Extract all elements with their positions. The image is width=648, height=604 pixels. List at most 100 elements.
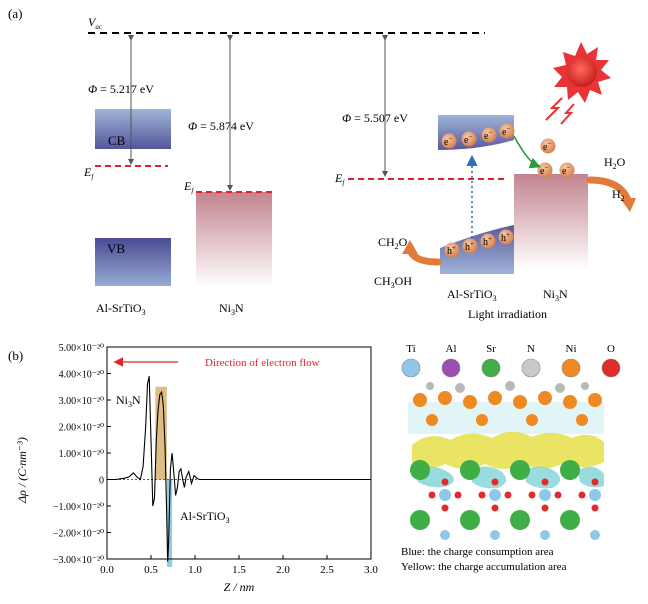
panel-a-label: (a) <box>8 6 22 21</box>
electron-1 <box>441 133 457 149</box>
x-tick-label-3: 1.5 <box>232 564 246 576</box>
atom-legend-label-2: Sr <box>486 343 496 355</box>
x-axis-label: Z / nm <box>224 580 255 594</box>
srtio-chart-label: Al-SrTiO3 <box>180 509 230 525</box>
highlight-band-0 <box>155 386 167 480</box>
electron-5 <box>540 138 556 154</box>
accumulation-area <box>412 431 604 469</box>
panel-b: (b) 5.00×10⁻²⁰ 4.00×10⁻²⁰ 3.00×10⁻²⁰ 2.00×1… <box>8 343 621 594</box>
svg-text:h+: h+ <box>501 231 510 244</box>
atom-legend-label-0: Ti <box>406 343 415 355</box>
panel-b-label: (b) <box>8 348 23 363</box>
y-tick-label-8: −3.00×10⁻²⁰ <box>53 555 104 566</box>
panel-a: (a) Vac CB VB Ef Φ = 5.217 eV Al-SrTiO3 … <box>8 6 636 321</box>
chart: 5.00×10⁻²⁰ 4.00×10⁻²⁰ 3.00×10⁻²⁰ 2.00×10⁻²⁰… <box>15 343 378 594</box>
vb-band-srtio <box>95 238 171 286</box>
x-tick-label-1: 0.5 <box>144 564 158 576</box>
x-tick-label-6: 3.0 <box>364 564 378 576</box>
vb-band-junction <box>440 225 514 274</box>
cb-band-junction <box>438 115 514 150</box>
svg-text:e−: e− <box>562 164 570 177</box>
ni3n-label-1: Ni3N <box>219 301 244 317</box>
svg-text:e−: e− <box>540 164 548 177</box>
electron-transfer-arrow <box>513 135 541 169</box>
cb-band-srtio <box>95 109 171 149</box>
y-tick-label-4: 1.00×10⁻²⁰ <box>59 449 104 460</box>
h2o-h2-arrow <box>586 176 632 204</box>
h2-label: H2 <box>612 187 625 203</box>
svg-text:h+: h+ <box>447 244 456 257</box>
electron-3 <box>481 127 497 143</box>
phi1-label: Φ = 5.217 eV <box>88 82 154 96</box>
hole-3 <box>480 233 496 249</box>
atom-legend-label-3: N <box>527 343 535 355</box>
srtio-lattice <box>410 460 601 540</box>
atom-legend-label-4: Ni <box>566 343 577 355</box>
ni3n-layer <box>413 381 602 426</box>
ni3n-label-2: Ni3N <box>543 287 568 303</box>
x-tick-label-2: 1.0 <box>188 564 202 576</box>
y-tick-label-3: 2.00×10⁻²⁰ <box>59 423 104 434</box>
atom-legend-swatch-4 <box>561 358 581 378</box>
svg-text:e−: e− <box>543 140 551 153</box>
x-tick-label-5: 2.5 <box>320 564 334 576</box>
hole-4 <box>498 229 514 245</box>
phi3-label: Φ = 5.507 eV <box>342 111 408 125</box>
cb-label: CB <box>108 133 126 148</box>
atom-legend: Ti Al Sr N Ni O <box>401 343 621 378</box>
y-tick-label-7: −2.00×10⁻²⁰ <box>53 529 104 540</box>
ch3oh-label: CH3OH <box>374 274 412 290</box>
svg-text:e−: e− <box>464 133 472 146</box>
light-label: Light irradiation <box>468 307 547 321</box>
x-tick-label-4: 2.0 <box>276 564 290 576</box>
legend-text-1: Blue: the charge consumption area <box>401 546 554 558</box>
x-axis-ticks: 0.0 0.5 1.0 1.5 2.0 2.5 3.0 <box>100 555 378 576</box>
ni3n-chart-label: Ni3N <box>116 393 141 409</box>
plot-frame <box>106 346 372 560</box>
sun-icon <box>545 42 611 125</box>
electron-4 <box>499 123 515 139</box>
y-tick-label-5: 0 <box>99 476 104 487</box>
cb-electrons: e− e− e− e− <box>441 123 515 149</box>
svg-text:e−: e− <box>444 135 452 148</box>
atom-legend-swatch-3 <box>521 358 541 378</box>
atom-legend-swatch-1 <box>441 358 461 378</box>
atom-legend-swatch-5 <box>601 358 621 378</box>
fermi-label-1: Ef <box>83 165 94 181</box>
series-line <box>107 375 371 562</box>
hole-2 <box>462 238 478 254</box>
electron-6 <box>537 162 553 178</box>
atom-legend-swatch-0 <box>401 358 421 378</box>
x-tick-label-0: 0.0 <box>100 564 114 576</box>
atom-legend-swatch-2 <box>481 358 501 378</box>
ni3n-block-2 <box>514 174 588 270</box>
svg-text:e−: e− <box>484 129 492 142</box>
legend-text-2: Yellow: the charge accumulation area <box>401 561 567 573</box>
svg-text:h+: h+ <box>483 235 492 248</box>
svg-text:e−: e− <box>502 125 510 138</box>
electron-7 <box>559 162 575 178</box>
transferred-electrons: e− e− e− <box>537 138 575 178</box>
vacuum-level-label: Vac <box>88 15 103 31</box>
y-tick-label-0: 5.00×10⁻²⁰ <box>59 343 104 354</box>
hole-1 <box>444 242 460 258</box>
electron-2 <box>461 131 477 147</box>
vb-holes: h+ h+ h+ h+ <box>444 229 514 258</box>
fermi-label-2: Ef <box>183 179 194 195</box>
srtio-label-1: Al-SrTiO3 <box>96 301 146 317</box>
srtio-label-2: Al-SrTiO3 <box>447 287 497 303</box>
vb-label: VB <box>107 241 125 256</box>
h2o-label: H2O <box>604 155 626 171</box>
phi2-label: Φ = 5.874 eV <box>188 119 254 133</box>
ni3n-block-1 <box>196 192 272 288</box>
y-axis-label: Δρ / (C·nm⁻³) <box>15 437 29 504</box>
y-tick-label-6: −1.00×10⁻²⁰ <box>53 502 104 513</box>
ch2o-label: CH2O <box>378 235 408 251</box>
consumption-area <box>415 466 604 489</box>
svg-text:h+: h+ <box>465 240 474 253</box>
charge-density-structure <box>406 380 606 540</box>
y-tick-label-2: 3.00×10⁻²⁰ <box>59 396 104 407</box>
atom-legend-label-5: O <box>607 343 615 355</box>
y-tick-label-1: 4.00×10⁻²⁰ <box>59 370 104 381</box>
